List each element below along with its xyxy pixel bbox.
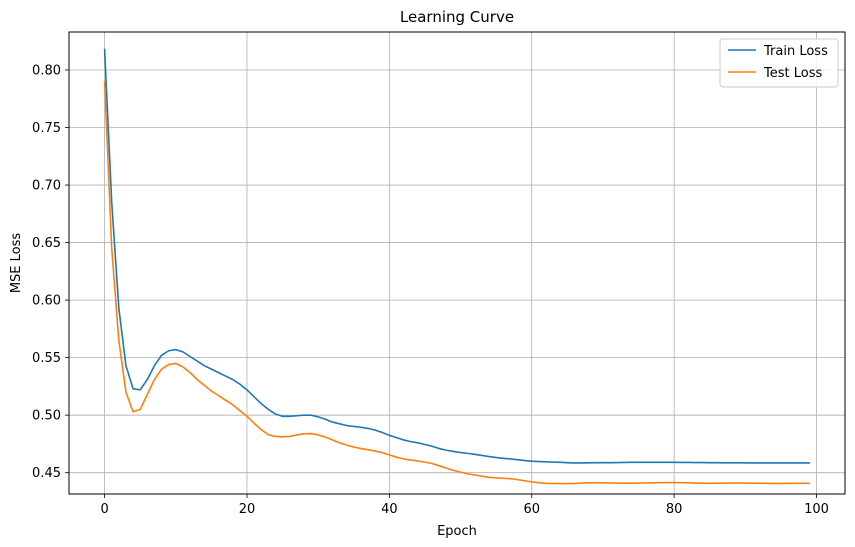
x-tick-label: 20 (239, 502, 256, 517)
ticks: 0 20 40 60 80 100 0.45 0.50 0.55 0.60 0.65 0.70 0.75… (32, 63, 829, 517)
x-tick-label: 40 (381, 502, 398, 517)
x-tick-label: 80 (666, 502, 683, 517)
legend-box (719, 38, 839, 88)
y-tick-label: 0.45 (32, 466, 61, 481)
series-line-train-loss (103, 48, 811, 464)
series-line-test-loss (103, 80, 811, 485)
y-tick-label: 0.55 (32, 351, 61, 366)
y-tick-label: 0.50 (32, 409, 61, 424)
legend-label-train-loss: Train Loss (763, 44, 828, 59)
grid (69, 32, 845, 494)
x-tick-label: 60 (523, 502, 540, 517)
y-tick-label: 0.75 (32, 121, 61, 136)
y-axis-label: MSE Loss (9, 233, 24, 294)
y-tick-label: 0.70 (32, 179, 61, 194)
y-tick-label: 0.80 (32, 63, 61, 78)
plot-frame (68, 31, 846, 495)
legend: Train Loss Test Loss (719, 38, 839, 88)
y-tick-label: 0.65 (32, 236, 61, 251)
x-axis-label: Epoch (437, 524, 477, 539)
x-tick-label: 100 (804, 502, 829, 517)
series-layer (103, 48, 811, 485)
chart-title: Learning Curve (400, 8, 514, 26)
y-tick-label: 0.60 (32, 294, 61, 309)
x-tick-label: 0 (100, 502, 108, 517)
legend-label-test-loss: Test Loss (763, 66, 822, 81)
